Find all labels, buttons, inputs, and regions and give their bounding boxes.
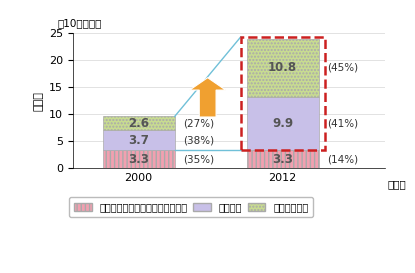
Bar [247, 150, 319, 168]
Text: 9.9: 9.9 [272, 117, 293, 130]
Text: （10億ドル）: （10億ドル） [57, 18, 101, 28]
Text: (35%): (35%) [183, 154, 214, 164]
Text: 10.8: 10.8 [268, 61, 297, 75]
Bar [247, 39, 319, 97]
Legend: ハードウェア／ファイナンシング, サービス, ソフトウェア: ハードウェア／ファイナンシング, サービス, ソフトウェア [69, 197, 313, 217]
Text: (45%): (45%) [327, 63, 358, 73]
Text: 3.3: 3.3 [128, 153, 149, 166]
Y-axis label: 売上高: 売上高 [33, 91, 43, 111]
Text: 3.3: 3.3 [272, 153, 293, 166]
Polygon shape [190, 78, 226, 117]
Bar [241, 37, 325, 150]
Bar [103, 117, 175, 130]
Text: 3.7: 3.7 [128, 134, 149, 147]
Text: (27%): (27%) [183, 118, 214, 129]
Text: （年）: （年） [388, 179, 407, 189]
Bar [103, 150, 175, 168]
Text: (38%): (38%) [183, 135, 214, 146]
Text: (14%): (14%) [327, 154, 358, 164]
Bar [103, 130, 175, 150]
Bar [247, 97, 319, 150]
Text: 2.6: 2.6 [128, 117, 149, 130]
Text: (41%): (41%) [327, 119, 358, 129]
